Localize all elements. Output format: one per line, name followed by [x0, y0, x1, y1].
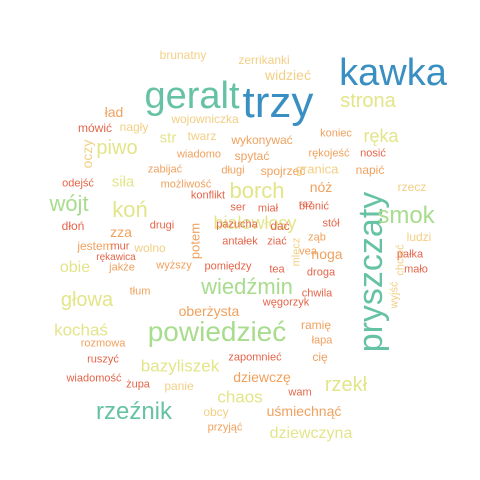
word-oczy: oczy — [79, 139, 95, 169]
word-dziewczę: dziewczę — [233, 369, 291, 385]
word-wyższy: wyższy — [156, 259, 192, 272]
word-kochaś: kochaś — [54, 320, 108, 340]
word-przyjąć: przyjąć — [207, 421, 243, 434]
word-wykonywać: wykonywać — [231, 133, 293, 147]
word-ziać: ziać — [267, 235, 287, 248]
word-trzy: trzy — [242, 78, 314, 127]
word-bazyliszek: bazyliszek — [140, 356, 220, 376]
word-raz: raz — [299, 199, 313, 210]
word-piwo: piwo — [96, 137, 138, 159]
word-zapomnieć: zapomnieć — [228, 351, 282, 364]
word-bronić: bronić — [299, 200, 329, 213]
word-ramię: ramię — [300, 318, 332, 332]
word-jestem: jestem — [77, 239, 113, 253]
word-dłoń: dłoń — [61, 219, 85, 233]
word-rękawica: rękawica — [96, 252, 136, 263]
word-spojrzeć: spojrzeć — [260, 164, 306, 178]
word-rzekł: rzekł — [324, 374, 368, 396]
word-mur: mur — [110, 240, 130, 253]
word-wolno: wolno — [134, 241, 166, 255]
word-nóż: nóż — [309, 179, 333, 195]
word-granica: granica — [295, 161, 339, 177]
word-widzieć: widzieć — [265, 67, 311, 83]
word-kawka: kawka — [339, 52, 447, 94]
word-mało: mało — [404, 263, 428, 276]
word-zza: zza — [110, 224, 132, 240]
word-potem: potem — [187, 222, 203, 260]
word-chwila: chwila — [301, 287, 333, 300]
word-str: str — [159, 129, 177, 147]
word-siła: siła — [111, 173, 135, 191]
word-smok: smok — [377, 202, 435, 229]
word-strona: strona — [340, 90, 396, 112]
word-twarz: twarz — [187, 129, 217, 143]
word-geralt: geralt — [144, 75, 240, 117]
word-głowa: głowa — [60, 289, 114, 311]
word-mówić: mówić — [77, 121, 113, 135]
word-nagły: nagły — [119, 120, 149, 134]
word-oberżysta: oberżysta — [178, 303, 240, 319]
word-węgorzyk: węgorzyk — [262, 296, 310, 309]
word-koń: koń — [112, 197, 148, 222]
word-ludzi: ludzi — [406, 230, 432, 244]
word-konflikt: konflikt — [190, 189, 226, 202]
word-zabijać: zabijać — [147, 163, 183, 176]
word-wójt: wójt — [49, 191, 89, 216]
word-rzeźnik: rzeźnik — [95, 398, 173, 425]
word-pałka: pałka — [396, 248, 424, 261]
word-stół: stół — [322, 217, 340, 230]
word-vea: vea — [299, 245, 317, 258]
word-możliwość: możliwość — [160, 178, 212, 191]
word-napić: napić — [355, 163, 385, 177]
word-brunatny: brunatny — [159, 48, 207, 62]
word-miał: miał — [257, 202, 279, 215]
word-borch: borch — [229, 178, 285, 203]
word-noga: noga — [311, 246, 343, 262]
word-rękojeść: rękojeść — [308, 147, 350, 160]
word-rzecz: rzecz — [397, 180, 427, 194]
word-droga: droga — [306, 266, 336, 279]
word-rozmowa: rozmowa — [80, 337, 126, 350]
word-obcy: obcy — [203, 405, 229, 419]
word-ząb: ząb — [308, 231, 326, 244]
word-drugi: drugi — [149, 219, 175, 232]
word-ser: ser — [230, 201, 246, 214]
word-długi: długi — [221, 164, 245, 177]
word-chaos: chaos — [217, 387, 263, 407]
word-powiedzieć: powiedzieć — [147, 316, 287, 347]
word-białowłosy: białowłosy — [213, 213, 297, 233]
word-panie: panie — [164, 379, 194, 393]
word-odejść: odejść — [62, 177, 94, 190]
word-spytać: spytać — [234, 149, 270, 163]
word-dać: dać — [270, 219, 290, 233]
word-antałek: antałek — [222, 235, 258, 248]
word-wyjść: wyjść — [388, 281, 401, 309]
word-ruszyć: ruszyć — [87, 353, 119, 366]
word-dziewczyna: dziewczyna — [269, 425, 353, 442]
word-uśmiechnąć: uśmiechnąć — [266, 403, 342, 419]
word-obie: obie — [59, 259, 91, 276]
word-zerrikanki: zerrikanki — [238, 53, 290, 67]
word-wiadomo: wiadomo — [176, 148, 222, 161]
word-pomiędzy: pomiędzy — [204, 260, 252, 273]
word-cię: cię — [312, 350, 328, 364]
word-wiadomość: wiadomość — [66, 372, 122, 385]
word-ręka: ręka — [363, 126, 399, 146]
word-jakże: jakże — [109, 261, 135, 274]
word-tłum: tłum — [129, 285, 151, 298]
word-ład: ład — [104, 104, 124, 120]
word-wojowniczka: wojowniczka — [171, 112, 239, 126]
word-tea: tea — [269, 263, 285, 276]
word-żupa: żupa — [126, 378, 150, 391]
word-wam: wam — [288, 386, 312, 399]
word-pazucha: pazucha — [216, 218, 258, 231]
word-koniec: koniec — [320, 127, 352, 140]
word-wiedźmin: wiedźmin — [201, 274, 293, 299]
word-nosić: nosić — [360, 147, 386, 160]
word-łapa: łapa — [311, 334, 333, 347]
